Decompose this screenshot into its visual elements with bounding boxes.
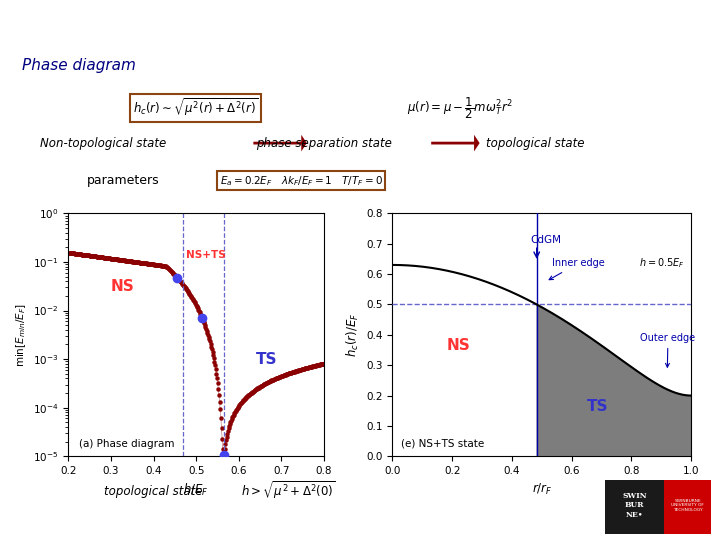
Y-axis label: $\mathrm{min}[E_{min}/E_F]$: $\mathrm{min}[E_{min}/E_F]$ [14, 303, 27, 367]
Text: parameters: parameters [86, 174, 159, 187]
Text: Phase diagram: Phase diagram [22, 58, 135, 73]
Text: TS: TS [587, 399, 608, 414]
Text: (a) Phase diagram: (a) Phase diagram [78, 438, 174, 449]
Text: $E_a=0.2E_F\quad \lambda k_F/E_F=1\quad T/T_F=0$: $E_a=0.2E_F\quad \lambda k_F/E_F=1\quad … [220, 174, 382, 188]
Bar [605, 480, 665, 534]
Text: TS: TS [256, 352, 277, 367]
Text: (e) NS+TS state: (e) NS+TS state [401, 438, 485, 449]
Text: CdGM: CdGM [531, 235, 562, 245]
Text: Inner edge: Inner edge [549, 259, 604, 280]
Text: Outer edge: Outer edge [640, 333, 696, 367]
X-axis label: $h/E_F$: $h/E_F$ [184, 482, 209, 498]
Text: $h_c(r)\sim\sqrt{\mu^2(r)+\Delta^2(r)}$: $h_c(r)\sim\sqrt{\mu^2(r)+\Delta^2(r)}$ [133, 97, 258, 119]
Text: topological state: topological state [486, 137, 585, 150]
Text: topological state: topological state [104, 485, 203, 498]
Text: SWINBURNE
UNIVERSITY OF
TECHNOLOGY: SWINBURNE UNIVERSITY OF TECHNOLOGY [672, 499, 704, 512]
X-axis label: $r/r_F$: $r/r_F$ [531, 482, 552, 497]
Text: Non-topological state: Non-topological state [40, 137, 166, 150]
Text: phase separation state: phase separation state [256, 137, 392, 150]
Text: SWIN
BUR
NE•: SWIN BUR NE• [622, 492, 647, 518]
Text: $h=0.5E_F$: $h=0.5E_F$ [639, 256, 685, 271]
Bar [665, 480, 711, 534]
Text: $h>\sqrt{\mu^2+\Delta^2(0)}$: $h>\sqrt{\mu^2+\Delta^2(0)}$ [241, 480, 336, 503]
Text: $\mu(r)=\mu-\dfrac{1}{2}m\omega_T^2 r^2$: $\mu(r)=\mu-\dfrac{1}{2}m\omega_T^2 r^2$ [407, 95, 513, 121]
Text: NS: NS [446, 338, 470, 353]
Text: NS: NS [111, 279, 135, 294]
Text: coupling: coupling [11, 55, 126, 79]
Text: NS+TS: NS+TS [186, 250, 225, 260]
Text: 2D trapped ultracold Fermi gas with SO: 2D trapped ultracold Fermi gas with SO [11, 18, 537, 42]
Y-axis label: $h_c(r)/E_F$: $h_c(r)/E_F$ [345, 313, 361, 357]
